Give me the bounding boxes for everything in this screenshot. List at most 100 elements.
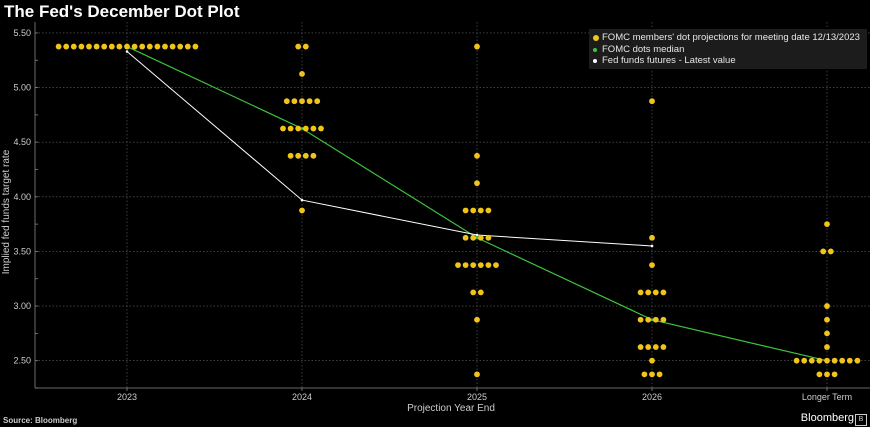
dot-projection [793,357,800,364]
dot-projection [283,98,290,105]
dot-projection [455,262,461,268]
dot-projection [169,43,176,50]
dot-projection [287,125,294,132]
dot-projection [854,357,861,364]
dot-projection [827,248,834,255]
series-lines [125,45,829,363]
dot-projection [314,98,321,105]
legend-item-futures: Fed funds futures - Latest value [593,55,736,66]
dot-projection [649,98,655,105]
dot-projection [641,371,648,378]
dot-projection [154,43,161,50]
y-tick-label: 3.00 [13,301,31,311]
y-tick-label: 5.00 [13,83,31,93]
dot-projection [824,221,830,228]
dot-projection [637,316,644,323]
dot-projection [649,262,655,268]
dot-projection [652,344,659,350]
chart-title: The Fed's December Dot Plot [4,2,240,21]
dot-projection [192,43,199,50]
dot-projection [660,316,667,323]
legend-label: FOMC dots median [602,44,685,55]
source-label: Source: Bloomberg [3,416,78,425]
dot-projection [302,152,309,159]
x-tick-label: 2026 [642,392,662,402]
dot-projection [652,316,659,323]
dot-projection [474,316,480,323]
dot-projection [162,43,168,50]
median-point [475,236,479,240]
dot-projection [637,289,644,296]
y-tick-label: 5.50 [13,28,31,38]
dot-projection [470,234,477,241]
dot-projection [108,43,115,50]
futures-line [126,51,653,247]
dot-projection [801,357,808,364]
dot-projection [820,248,827,255]
y-tick-label: 3.50 [13,246,31,256]
dot-projection [470,289,477,296]
axes: 2.50 3.00 3.50 4.00 4.50 5.00 5.50 2023 2024 2025… [13,22,870,402]
dot-projection [280,125,286,132]
dot-marker-icon [593,35,599,41]
dot-projection [462,262,469,268]
dot-projection [656,371,663,378]
dot-projection [649,234,655,241]
dot-projection [839,357,846,364]
dot-projection [63,43,70,50]
legend-label: FOMC members' dot projections for meetin… [602,32,860,43]
dot-projection [470,262,477,268]
dot-projections [55,43,861,378]
dot-projection [831,371,838,378]
dot-projection [645,344,652,350]
futures-point [300,198,304,202]
futures-marker-icon [593,59,597,63]
y-tick-label: 4.50 [13,137,31,147]
dot-projection [299,207,305,214]
dot-projection [645,316,652,323]
dot-projection [302,125,309,132]
dot-projection [462,207,469,214]
dot-projection [824,371,830,378]
dot-projection [299,98,305,105]
dot-projection [808,357,815,364]
dot-projection [645,289,652,296]
dot-projection [637,344,644,350]
dot-projection [824,303,830,309]
dot-projection [477,207,484,214]
chart-legend: FOMC members' dot projections for meetin… [589,29,867,69]
dot-projection [470,207,477,214]
dot-projection [287,152,294,159]
dot-projection [474,152,480,159]
dot-projection [139,43,146,50]
futures-point [475,233,479,237]
dot-projection [846,357,853,364]
dot-projection [477,289,484,296]
dot-projection [93,43,100,50]
dot-projection [295,43,302,50]
dot-projection [295,125,302,132]
dot-projection [824,344,830,350]
x-tick-label: 2024 [292,392,312,402]
futures-point [650,244,654,248]
dot-projection [485,207,492,214]
dot-projection [306,98,313,105]
x-tick-label: Longer Term [802,392,852,402]
dot-projection [474,371,480,378]
dot-projection [318,125,324,132]
dot-projection [824,357,830,364]
x-tick-label: 2023 [117,392,137,402]
dot-projection [146,43,153,50]
dot-projection [660,289,667,296]
dot-projection [824,330,830,337]
y-tick-label: 2.50 [13,356,31,366]
legend-label: Fed funds futures - Latest value [602,55,736,66]
dot-projection [299,70,305,77]
dot-projection [184,43,191,50]
brand-name: Bloomberg [800,412,854,424]
dot-projection [477,234,484,241]
dot-projection [116,43,123,50]
dot-projection [124,43,130,50]
brand-logo-icon: B [855,414,867,426]
futures-point [125,50,129,53]
